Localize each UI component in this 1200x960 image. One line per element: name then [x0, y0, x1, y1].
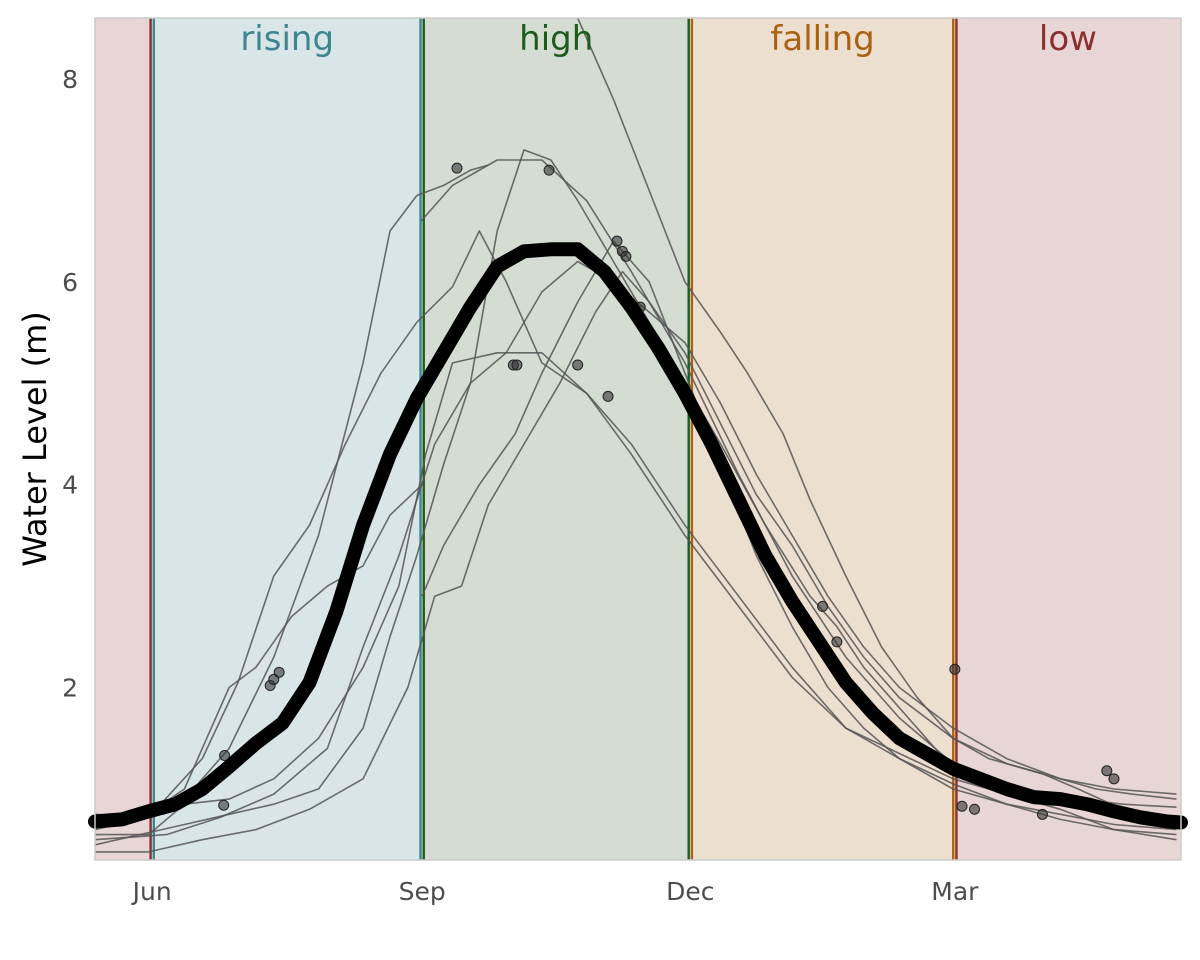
series-marker-17	[949, 663, 961, 675]
x-tick-label-jun: Jun	[131, 877, 172, 906]
panel-border	[94, 17, 1182, 861]
phase-band-low-0	[95, 18, 153, 860]
phase-label-high: high	[519, 19, 593, 59]
series-marker-22	[1108, 773, 1120, 785]
phase-bands	[95, 18, 1181, 860]
mean-series-line	[88, 242, 1188, 830]
series-line-9	[576, 17, 1177, 800]
series-line-4	[94, 230, 1177, 841]
y-tick-label-8: 8	[62, 65, 78, 94]
series-marker-15	[817, 600, 829, 612]
series-marker-1	[543, 164, 555, 176]
x-tick-label-dec: Dec	[666, 877, 714, 906]
phase-band-high-2	[422, 18, 691, 860]
x-tick-label-mar: Mar	[931, 877, 979, 906]
x-tick-label-sep: Sep	[399, 877, 446, 906]
series-marker-10	[218, 799, 230, 811]
x-axis-ticks: Jun Sep Dec Mar	[131, 877, 979, 906]
phase-boundaries	[149, 18, 958, 860]
y-axis-title: Water Level (m)	[16, 311, 54, 567]
series-marker-14	[273, 666, 285, 678]
phase-band-low-4	[954, 18, 1181, 860]
series-marker-0	[451, 162, 463, 174]
series-marker-19	[969, 803, 981, 815]
y-tick-label-6: 6	[62, 268, 78, 297]
phase-label-low: low	[1039, 19, 1097, 59]
series-marker-3	[511, 359, 523, 371]
y-axis-ticks: 2 4 6 8	[62, 65, 78, 703]
phase-label-rising: rising	[240, 19, 334, 59]
y-tick-label-2: 2	[62, 674, 78, 703]
series-marker-6	[611, 235, 623, 247]
phase-band-rising-1	[152, 18, 423, 860]
mean-line	[88, 242, 1188, 830]
series-marker-18	[956, 800, 968, 812]
series-marker-11	[219, 750, 231, 762]
series-marker-21	[1101, 765, 1113, 777]
series-marker-8	[620, 250, 632, 262]
series-marker-4	[572, 359, 584, 371]
series-markers	[218, 162, 1120, 820]
phase-labels: rising high falling low	[240, 19, 1097, 59]
series-marker-20	[1036, 808, 1048, 820]
series-marker-16	[831, 636, 843, 648]
series-line-6	[95, 270, 1177, 853]
phase-label-falling: falling	[770, 19, 874, 59]
phase-band-falling-3	[690, 18, 955, 860]
y-tick-label-4: 4	[62, 471, 78, 500]
series-marker-5	[602, 390, 614, 402]
